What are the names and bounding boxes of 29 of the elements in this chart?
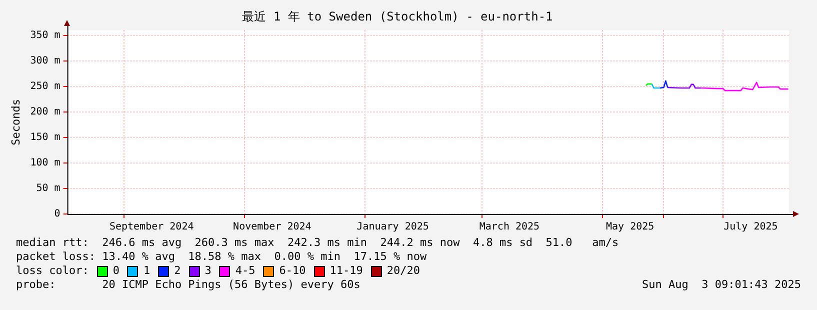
legend-title: loss color: (16, 264, 89, 278)
x-tick-label: July 2025 (724, 222, 778, 233)
x-tick-label: March 2025 (479, 222, 540, 233)
y-tick-label: 300 m (30, 56, 60, 67)
chart-title: 最近 1 年 to Sweden (Stockholm) - eu-north-1 (242, 9, 553, 24)
y-tick-label: 250 m (30, 81, 60, 92)
legend-label: 1 (143, 264, 150, 278)
text: probe: 20 ICMP Echo Pings (56 Bytes) every 60s (16, 278, 360, 292)
text: median rtt: 246.6 ms avg 260.3 ms max 242.3 ms min 244.2 ms now 4.8 ms sd 51.0 am/s (15, 236, 620, 250)
text: Sun Aug 3 09:01:43 2025 (642, 278, 801, 292)
legend-label: 2 (174, 264, 181, 278)
x-tick-label: September 2024 (109, 222, 194, 233)
legend-label: 4-5 (235, 264, 256, 278)
y-tick-label: 50 m (36, 183, 60, 194)
legend-label: 20/20 (386, 264, 420, 278)
legend-label: 6-10 (279, 264, 306, 278)
x-tick-label: January 2025 (356, 222, 429, 233)
legend-label: 11-19 (330, 264, 363, 278)
text: packet loss: 13.40 % avg 18.58 % max 0.00 % min 17.15 % now (15, 250, 428, 264)
x-tick-label: November 2024 (233, 222, 312, 233)
x-tick-label: May 2025 (606, 222, 654, 233)
y-tick-label: 100 m (30, 158, 60, 169)
y-axis-title: Seconds (9, 99, 22, 146)
legend-label: 3 (204, 264, 212, 278)
y-tick-label: 0 (54, 208, 60, 220)
legend-label: 0 (112, 264, 120, 278)
y-tick-label: 200 m (30, 106, 60, 118)
y-tick-label: 150 m (30, 132, 60, 144)
y-tick-label: 350 m (30, 30, 60, 42)
